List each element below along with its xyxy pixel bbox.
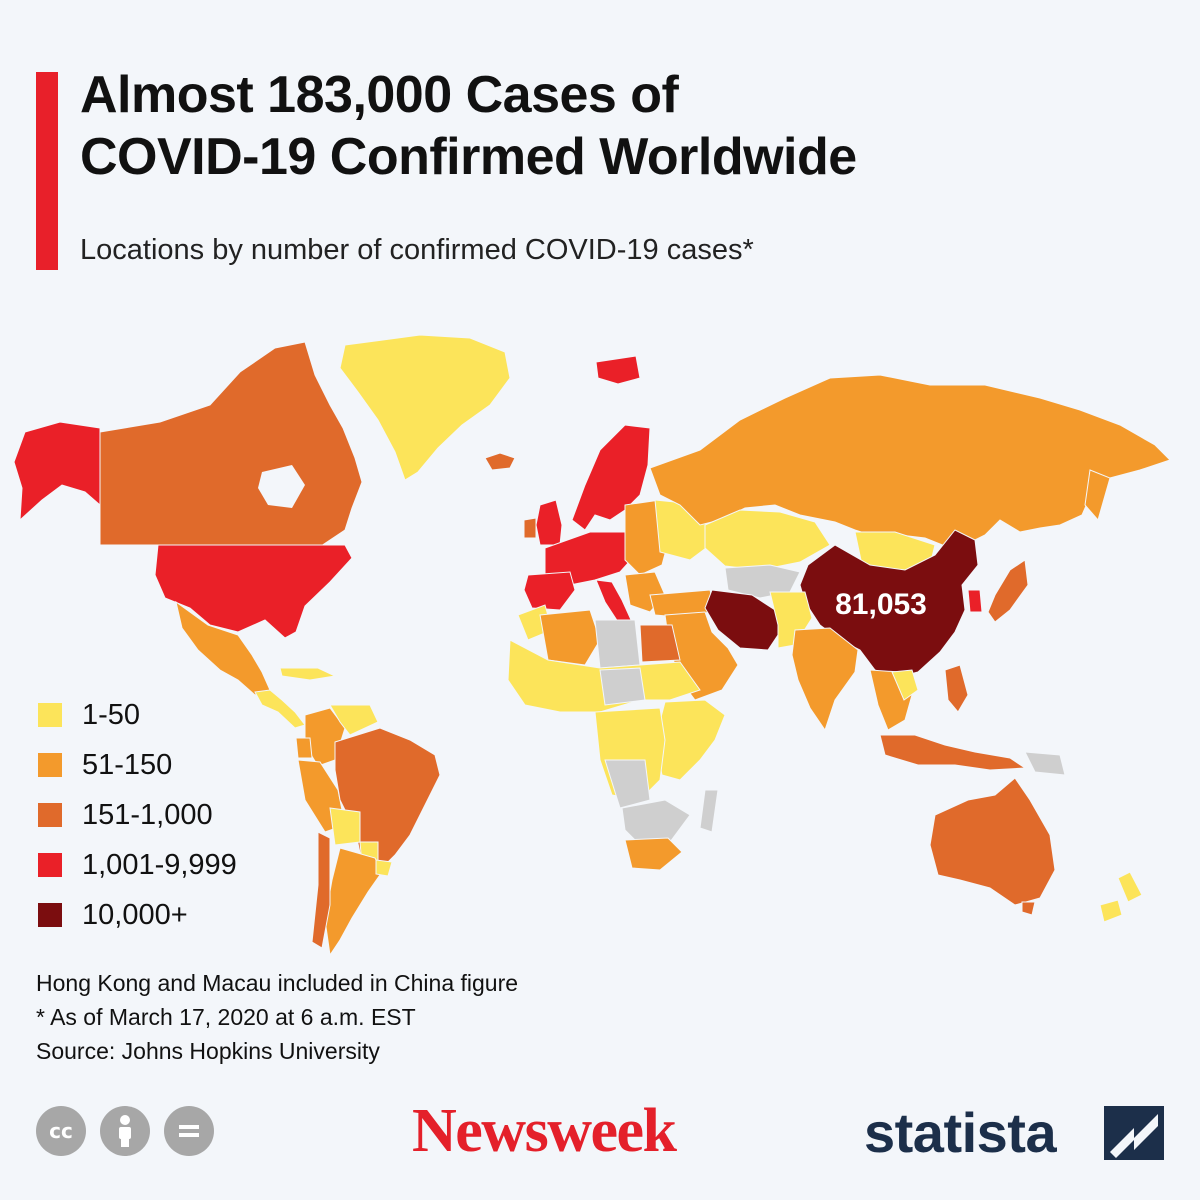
title-line-2: COVID-19 Confirmed Worldwide <box>80 128 857 186</box>
legend-swatch-2 <box>38 753 62 777</box>
cc-icon-label: cc <box>49 1119 73 1143</box>
region-tasmania <box>1021 901 1036 916</box>
region-egypt <box>639 624 681 663</box>
region-libya <box>594 619 641 669</box>
legend-swatch-1 <box>38 703 62 727</box>
region-brazil <box>334 727 441 873</box>
legend: 1-50 51-150 151-1,000 1,001-9,999 10,000… <box>38 690 237 940</box>
region-papua <box>1024 751 1066 776</box>
legend-item-1: 1-50 <box>38 690 237 740</box>
note-date: * As of March 17, 2020 at 6 a.m. EST <box>36 1004 416 1030</box>
creative-commons-icons: cc <box>36 1106 214 1156</box>
person-icon-glyph <box>119 1115 131 1147</box>
legend-item-4: 1,001-9,999 <box>38 840 237 890</box>
region-ecuador <box>295 737 313 759</box>
region-sahel <box>599 667 646 706</box>
region-algeria <box>539 609 601 666</box>
legend-swatch-3 <box>38 803 62 827</box>
region-iran <box>704 589 781 651</box>
region-venezuela <box>329 704 379 736</box>
footnotes: Hong Kong and Macau included in China fi… <box>36 966 518 1068</box>
page-title: Almost 183,000 Cases of COVID-19 Confirm… <box>80 64 1160 188</box>
region-india <box>791 627 859 732</box>
accent-bar <box>36 72 58 270</box>
region-uruguay <box>375 859 393 877</box>
region-alaska <box>13 421 101 522</box>
note-hong-kong: Hong Kong and Macau included in China fi… <box>36 970 519 996</box>
region-russia <box>649 374 1171 551</box>
region-japan <box>987 559 1029 623</box>
legend-item-2: 51-150 <box>38 740 237 790</box>
region-indonesia <box>879 734 1027 771</box>
region-bolivia <box>329 807 361 846</box>
note-source: Source: Johns Hopkins University <box>36 1038 380 1064</box>
region-congo <box>604 759 651 809</box>
region-south-africa <box>624 837 683 871</box>
legend-item-5: 10,000+ <box>38 890 237 940</box>
hudson-bay <box>258 465 305 508</box>
region-australia <box>929 777 1056 906</box>
region-iceland <box>484 452 516 471</box>
region-new-zealand-south <box>1099 899 1123 923</box>
region-central-america <box>254 689 306 729</box>
region-argentina <box>324 847 383 957</box>
region-canada <box>99 341 363 549</box>
region-greenland <box>339 334 511 481</box>
world-map: 81,053 <box>13 334 1171 957</box>
legend-label-1: 1-50 <box>82 698 141 731</box>
statista-mark-icon <box>1104 1106 1164 1160</box>
newsweek-logo: Newsweek <box>412 1097 677 1165</box>
china-case-count: 81,053 <box>835 588 927 621</box>
legend-label-5: 10,000+ <box>82 898 188 931</box>
region-caribbean <box>279 667 337 681</box>
statista-logo: statista <box>864 1101 1057 1164</box>
subtitle: Locations by number of confirmed COVID-1… <box>80 234 754 266</box>
region-ireland <box>523 517 537 539</box>
legend-swatch-5 <box>38 903 62 927</box>
title-line-1: Almost 183,000 Cases of <box>80 66 679 124</box>
legend-label-4: 1,001-9,999 <box>82 848 237 881</box>
legend-label-2: 51-150 <box>82 748 173 781</box>
region-korea <box>967 589 983 613</box>
equals-icon-glyph <box>179 1125 199 1137</box>
region-kamchatka <box>1084 469 1111 522</box>
region-indochina <box>891 669 919 701</box>
region-iberia <box>523 571 576 611</box>
region-uk <box>535 499 563 546</box>
legend-swatch-4 <box>38 853 62 877</box>
person-icon[interactable] <box>100 1106 150 1156</box>
region-philippines <box>944 664 969 713</box>
region-madagascar <box>699 789 719 833</box>
region-chile <box>311 831 331 949</box>
legend-label-3: 151-1,000 <box>82 798 213 831</box>
cc-icon[interactable]: cc <box>36 1106 86 1156</box>
region-svalbard <box>595 355 641 385</box>
region-usa <box>154 544 353 639</box>
equals-icon[interactable] <box>164 1106 214 1156</box>
region-new-zealand <box>1117 871 1143 903</box>
region-kazakhstan <box>704 509 831 571</box>
legend-item-3: 151-1,000 <box>38 790 237 840</box>
